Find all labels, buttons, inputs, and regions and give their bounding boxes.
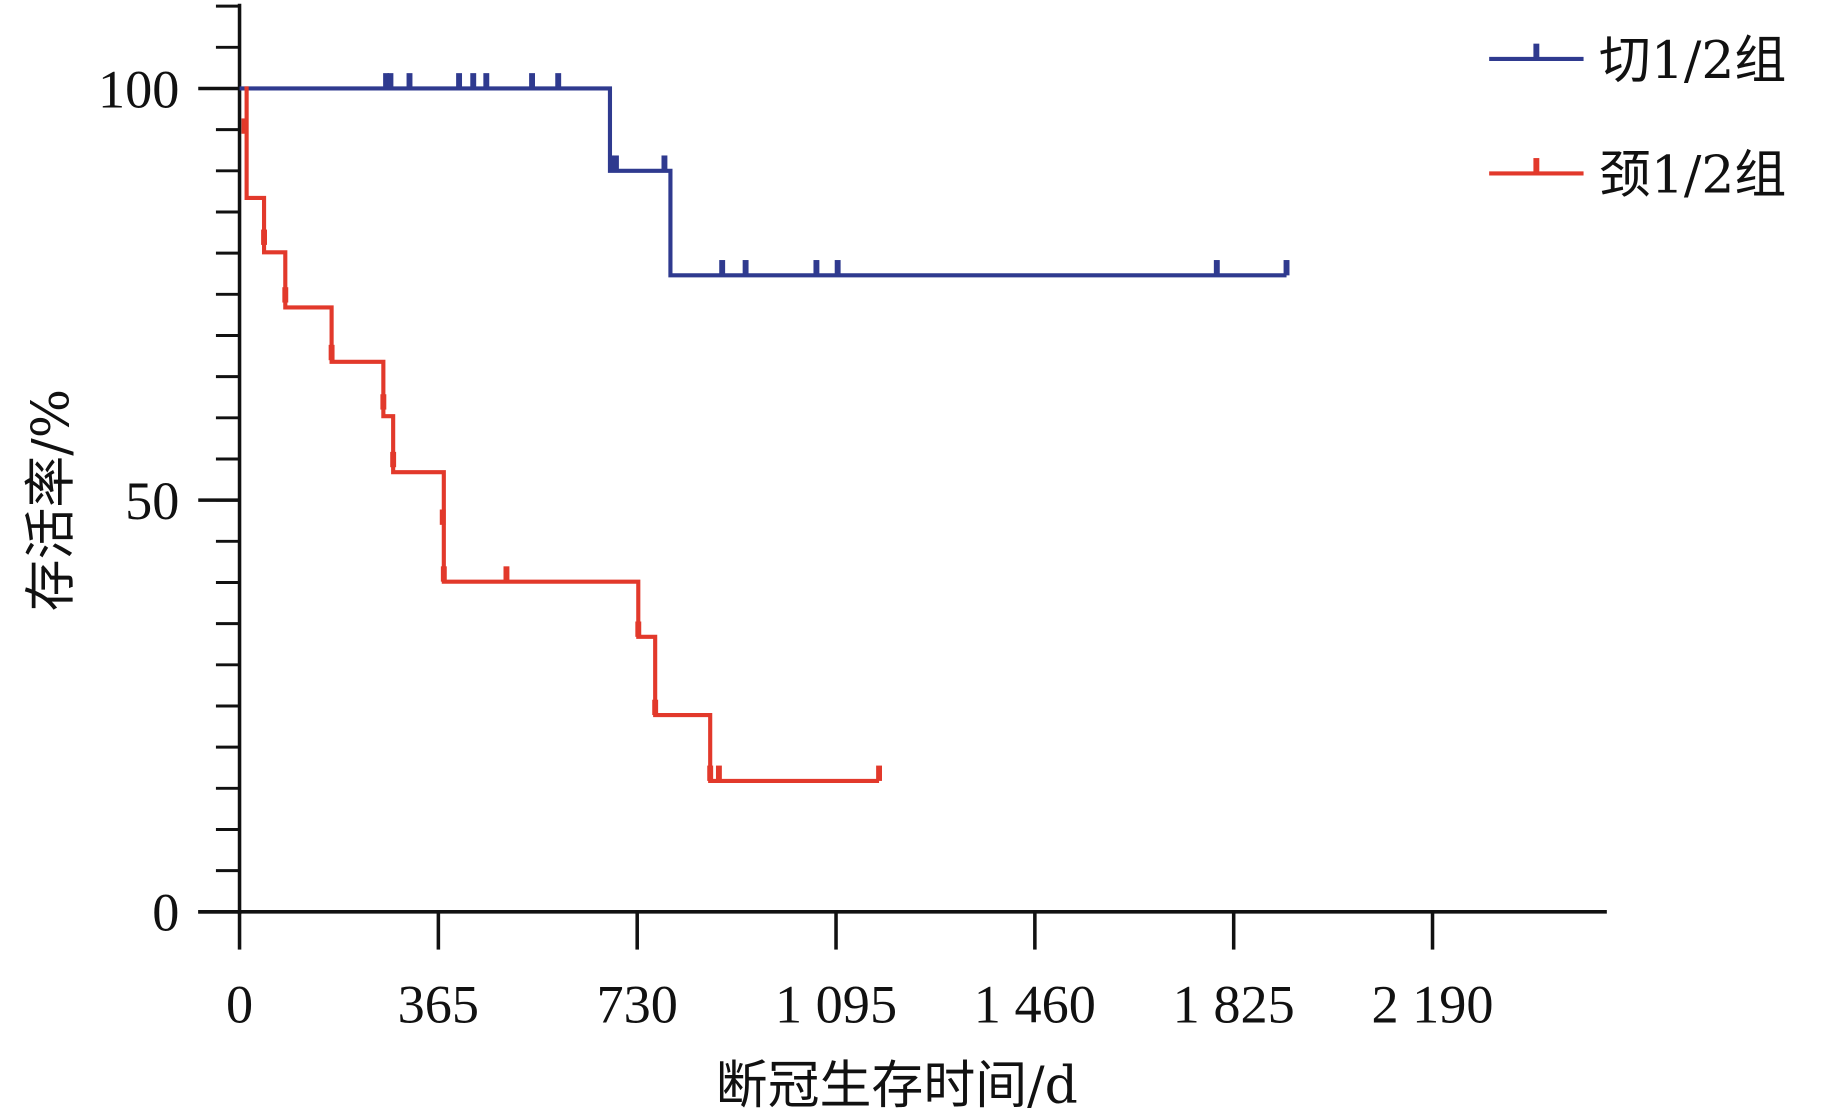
x-tick-label: 730 (596, 975, 677, 1035)
x-tick-label: 1 095 (775, 975, 897, 1035)
axes: 0 50 100 0 365 730 1 095 1 460 1 825 2 190 (98, 3, 1607, 1035)
x-axis-title: 断冠生存时间/d (716, 1056, 1078, 1110)
x-tick-label: 1 460 (974, 975, 1096, 1035)
series-2 (241, 86, 883, 783)
series-1 (239, 73, 1290, 278)
legend-label: 切1/2组 (1599, 31, 1786, 91)
x-tick-label: 365 (398, 975, 479, 1035)
y-tick-label: 50 (125, 471, 179, 531)
x-tick-label: 0 (226, 975, 253, 1035)
series-group (239, 73, 1290, 783)
survival-curve (244, 86, 880, 783)
y-tick-label: 100 (98, 59, 179, 119)
x-tick-label: 1 825 (1173, 975, 1295, 1035)
y-axis-title: 存活率/% (21, 389, 81, 611)
survival-curve (239, 86, 1287, 278)
legend-item-2: 颈1/2组 (1489, 145, 1786, 205)
x-tick-label: 2 190 (1371, 975, 1493, 1035)
y-tick-label: 0 (152, 883, 179, 943)
legend-label: 颈1/2组 (1599, 145, 1786, 205)
legend-item-1: 切1/2组 (1489, 31, 1786, 91)
